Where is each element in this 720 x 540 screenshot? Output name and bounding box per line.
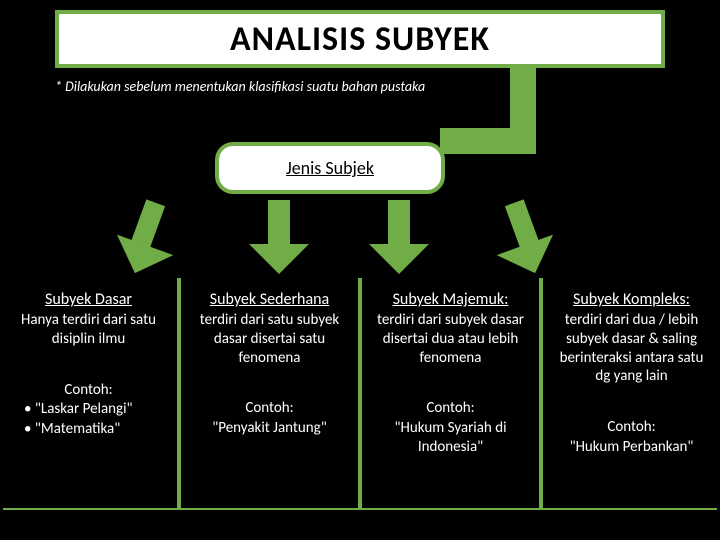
arrow-stem-2: [388, 200, 410, 246]
column-majemuk: Subyek Majemuk: terdiri dari subyek dasa…: [362, 278, 543, 508]
col-desc: Hanya terdiri dari satu disiplin ilmu: [10, 311, 167, 349]
col-example: Contoh: "Hukum Syariah di Indonesia": [372, 399, 529, 458]
example-label: Contoh:: [553, 418, 710, 438]
connector-horizontal: [440, 128, 536, 154]
title-box: ANALISIS SUBYEK: [55, 10, 665, 68]
col-example: Contoh: "Penyakit Jantung": [191, 399, 348, 438]
example-text: "Hukum Syariah di Indonesia": [394, 419, 506, 457]
column-kompleks: Subyek Kompleks: terdiri dari dua / lebi…: [543, 278, 720, 508]
example-label: Contoh:: [10, 381, 167, 401]
arrow-head-2: [369, 244, 429, 274]
title-text: ANALISIS SUBYEK: [230, 19, 490, 60]
column-sederhana: Subyek Sederhana terdiri dari satu subye…: [181, 278, 362, 508]
col-heading: Subyek Sederhana: [191, 290, 348, 309]
col-heading: Subyek Kompleks:: [553, 290, 710, 309]
example-text: "Penyakit Jantung": [212, 419, 327, 437]
column-dasar: Subyek Dasar Hanya terdiri dari satu dis…: [0, 278, 181, 508]
col-desc: terdiri dari subyek dasar disertai dua a…: [372, 311, 529, 367]
example-bullets: • "Laskar Pelangi" • "Matematika": [10, 400, 167, 439]
subtitle: * Dilakukan sebelum menentukan klasifika…: [55, 78, 425, 95]
arrow-head-1: [249, 244, 309, 274]
example-text: "Hukum Perbankan": [570, 438, 694, 456]
col-example: Contoh: • "Laskar Pelangi" • "Matematika…: [10, 381, 167, 440]
bullet-1: "Matematika": [35, 420, 120, 438]
col-heading: Subyek Majemuk:: [372, 290, 529, 309]
bullet-0: "Laskar Pelangi": [35, 400, 133, 418]
jenis-label: Jenis Subjek: [286, 157, 374, 179]
col-heading: Subyek Dasar: [10, 290, 167, 309]
arrow-stem-1: [268, 200, 290, 246]
col-desc: terdiri dari dua / lebih subyek dasar & …: [553, 311, 710, 386]
jenis-box: Jenis Subjek: [215, 142, 445, 194]
example-label: Contoh:: [372, 399, 529, 419]
columns-container: Subyek Dasar Hanya terdiri dari satu dis…: [0, 278, 720, 508]
example-label: Contoh:: [191, 399, 348, 419]
col-desc: terdiri dari satu subyek dasar disertai …: [191, 311, 348, 367]
arrow-head-3: [497, 235, 564, 284]
col-example: Contoh: "Hukum Perbankan": [553, 418, 710, 457]
